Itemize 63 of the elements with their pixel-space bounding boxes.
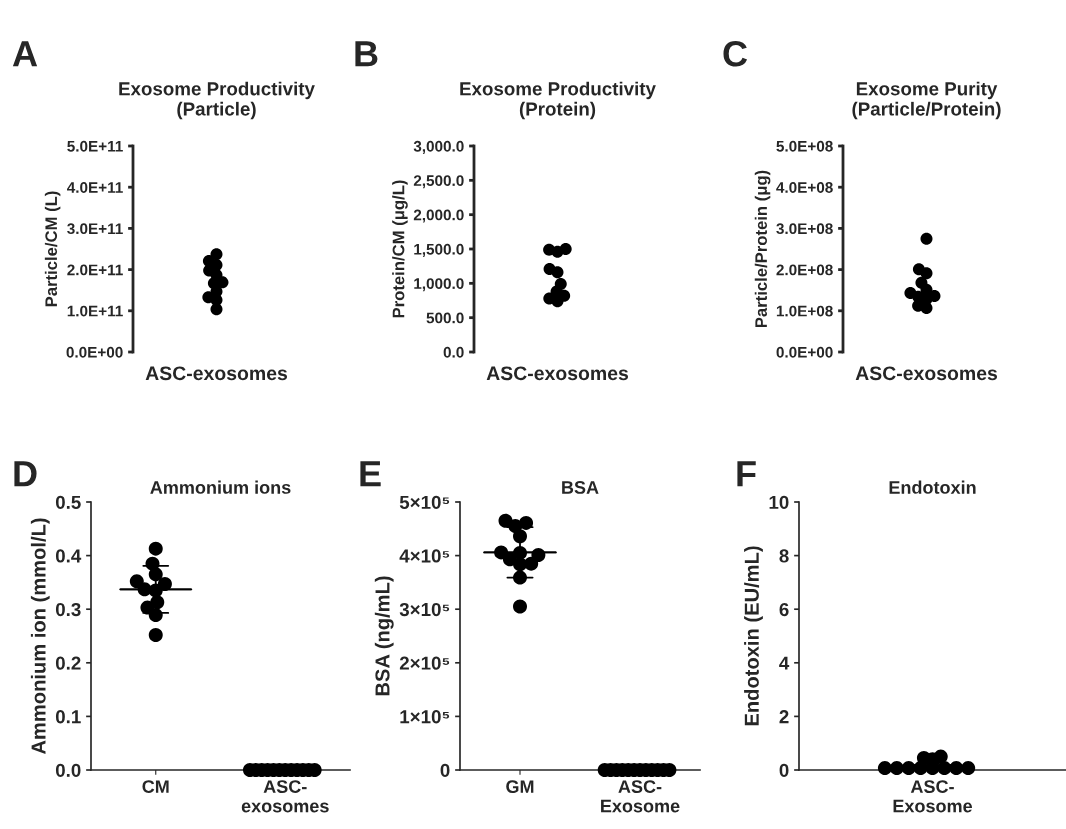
y-tick-label: 0.2	[55, 656, 81, 670]
y-tick-label: 2×10⁵	[399, 656, 450, 670]
chart-title: BSA	[562, 481, 599, 494]
chart-title: Exosome Purity (Particle/Protein)	[852, 81, 1001, 120]
x-tick-label: CM	[142, 780, 169, 793]
text: B	[355, 41, 378, 67]
text: C	[723, 40, 748, 67]
chart-title: Exosome Productivity (Protein)	[460, 81, 656, 120]
x-tick-label: ASC-exosomes	[145, 366, 288, 381]
y-tick-label: 1.0E+11	[67, 305, 123, 317]
chart-title: Exosome Productivity (Particle)	[119, 81, 315, 120]
x-tick-label: ASC- Exosome	[601, 780, 680, 813]
x-tick-label: ASC-exosomes	[486, 366, 629, 381]
y-tick-label: 1.0E+08	[776, 305, 833, 317]
x-tick-label: GM	[506, 780, 534, 793]
y-tick-label: 1,500.0	[414, 243, 464, 257]
y-tick-label: 0.0E+00	[776, 346, 833, 358]
y-tick-label: 10	[769, 495, 789, 509]
y-tick-label: 0.0E+00	[66, 346, 123, 358]
text: E	[360, 461, 381, 487]
y-tick-label: 2.0E+08	[776, 264, 833, 276]
y-tick-label: 0.0	[55, 763, 81, 777]
y-axis-title: BSA (ng/mL)	[374, 576, 394, 696]
y-tick-label: 0.1	[55, 710, 81, 724]
y-axis-title: Endotoxin (EU/mL)	[744, 546, 763, 726]
text: D	[14, 461, 37, 487]
y-tick-label: 6	[779, 602, 789, 617]
y-tick-label: 5.0E+08	[776, 140, 833, 152]
y-tick-label: 1,000.0	[414, 278, 464, 292]
y-tick-label: 5×10⁵	[399, 495, 450, 509]
y-axis-title: Particle/Protein (μg)	[754, 170, 771, 328]
x-tick-label: ASC- exosomes	[241, 780, 329, 813]
y-tick-label: 4.0E+08	[776, 182, 833, 193]
y-tick-label: 0	[779, 763, 789, 777]
y-tick-label: 3,000.0	[413, 140, 464, 154]
x-tick-label: ASC- Exosome	[893, 780, 973, 813]
y-tick-label: 3×10⁵	[399, 602, 450, 617]
y-tick-label: 4.0E+11	[67, 182, 123, 193]
y-tick-label: 2	[779, 710, 789, 724]
y-tick-label: 0.4	[55, 549, 82, 563]
chart-title: Ammonium ions	[150, 480, 291, 494]
y-tick-label: 500.0	[426, 312, 464, 324]
chart-title: Endotoxin	[889, 480, 976, 494]
y-tick-label: 2,000.0	[413, 209, 464, 223]
y-tick-label: 2.0E+11	[67, 264, 123, 276]
y-tick-label: 4	[779, 656, 790, 670]
y-tick-label: 3.0E+08	[776, 223, 833, 235]
y-axis-title: Protein/CM (μg/L)	[392, 180, 408, 318]
y-tick-label: 5.0E+11	[67, 140, 123, 152]
y-tick-label: 8	[779, 549, 789, 563]
y-tick-label: 4×10⁵	[399, 549, 450, 563]
y-tick-label: 0.0	[443, 346, 464, 358]
y-tick-label: 1×10⁵	[400, 710, 450, 724]
y-tick-label: 0	[440, 763, 450, 777]
x-tick-label: ASC-exosomes	[855, 366, 998, 381]
text: F	[737, 461, 756, 487]
y-tick-label: 0.5	[55, 495, 81, 509]
y-tick-label: 0.3	[55, 602, 81, 617]
y-axis-title: Ammonium ion (mmol/L)	[30, 518, 50, 755]
text: A	[12, 41, 38, 67]
y-tick-label: 2,500.0	[413, 175, 464, 189]
y-tick-label: 3.0E+11	[67, 223, 123, 235]
y-axis-title: Particle/CM (L)	[44, 191, 61, 307]
